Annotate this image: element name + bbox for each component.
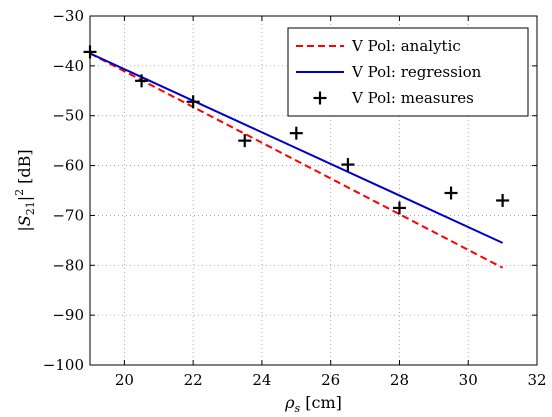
x-axis-label: ρs [cm] xyxy=(284,393,342,415)
x-tick-label: 24 xyxy=(252,371,271,389)
measure-point xyxy=(341,158,355,172)
x-tick-label: 28 xyxy=(390,371,409,389)
legend-item: V Pol: analytic xyxy=(296,37,461,55)
measure-point xyxy=(186,95,200,109)
y-tick-label: −90 xyxy=(52,306,84,324)
measure-point xyxy=(392,201,406,215)
x-tick-label: 22 xyxy=(184,371,203,389)
y-tick-label: −50 xyxy=(52,107,84,125)
y-tick-label: −40 xyxy=(52,57,84,75)
measure-point xyxy=(289,126,303,140)
y-tick-label: −70 xyxy=(52,206,84,224)
legend-label: V Pol: analytic xyxy=(351,37,461,55)
measure-point xyxy=(238,134,252,148)
y-tick-label: −60 xyxy=(52,157,84,175)
legend-label: V Pol: measures xyxy=(351,89,474,107)
plot-frame xyxy=(89,15,538,366)
y-tick-label: −100 xyxy=(43,356,84,374)
tick-labels: 20 22 24 26 28 30 32 −100 −90 −80 −70 −60 −50 −40 −30 xyxy=(43,7,547,389)
y-tick-label: −80 xyxy=(52,256,84,274)
y-axis-label: |S21|2 [dB] xyxy=(13,149,37,231)
regression-line xyxy=(89,52,504,244)
legend-label: V Pol: regression xyxy=(351,63,482,81)
measure-point xyxy=(135,74,149,88)
legend-item: V Pol: regression xyxy=(296,63,482,81)
y-tick-label: −30 xyxy=(52,7,84,25)
legend: V Pol: analytic V Pol: regression V Pol: m… xyxy=(287,27,529,117)
x-tick-label: 26 xyxy=(321,371,340,389)
legend-marker xyxy=(313,91,327,105)
legend-item: V Pol: measures xyxy=(313,89,474,107)
measure-point xyxy=(444,186,458,200)
x-tick-label: 20 xyxy=(115,371,134,389)
x-tick-label: 32 xyxy=(527,371,546,389)
x-tick-label: 30 xyxy=(459,371,478,389)
ticks xyxy=(90,15,538,366)
measure-point xyxy=(496,193,510,207)
analytic-line xyxy=(89,52,504,269)
